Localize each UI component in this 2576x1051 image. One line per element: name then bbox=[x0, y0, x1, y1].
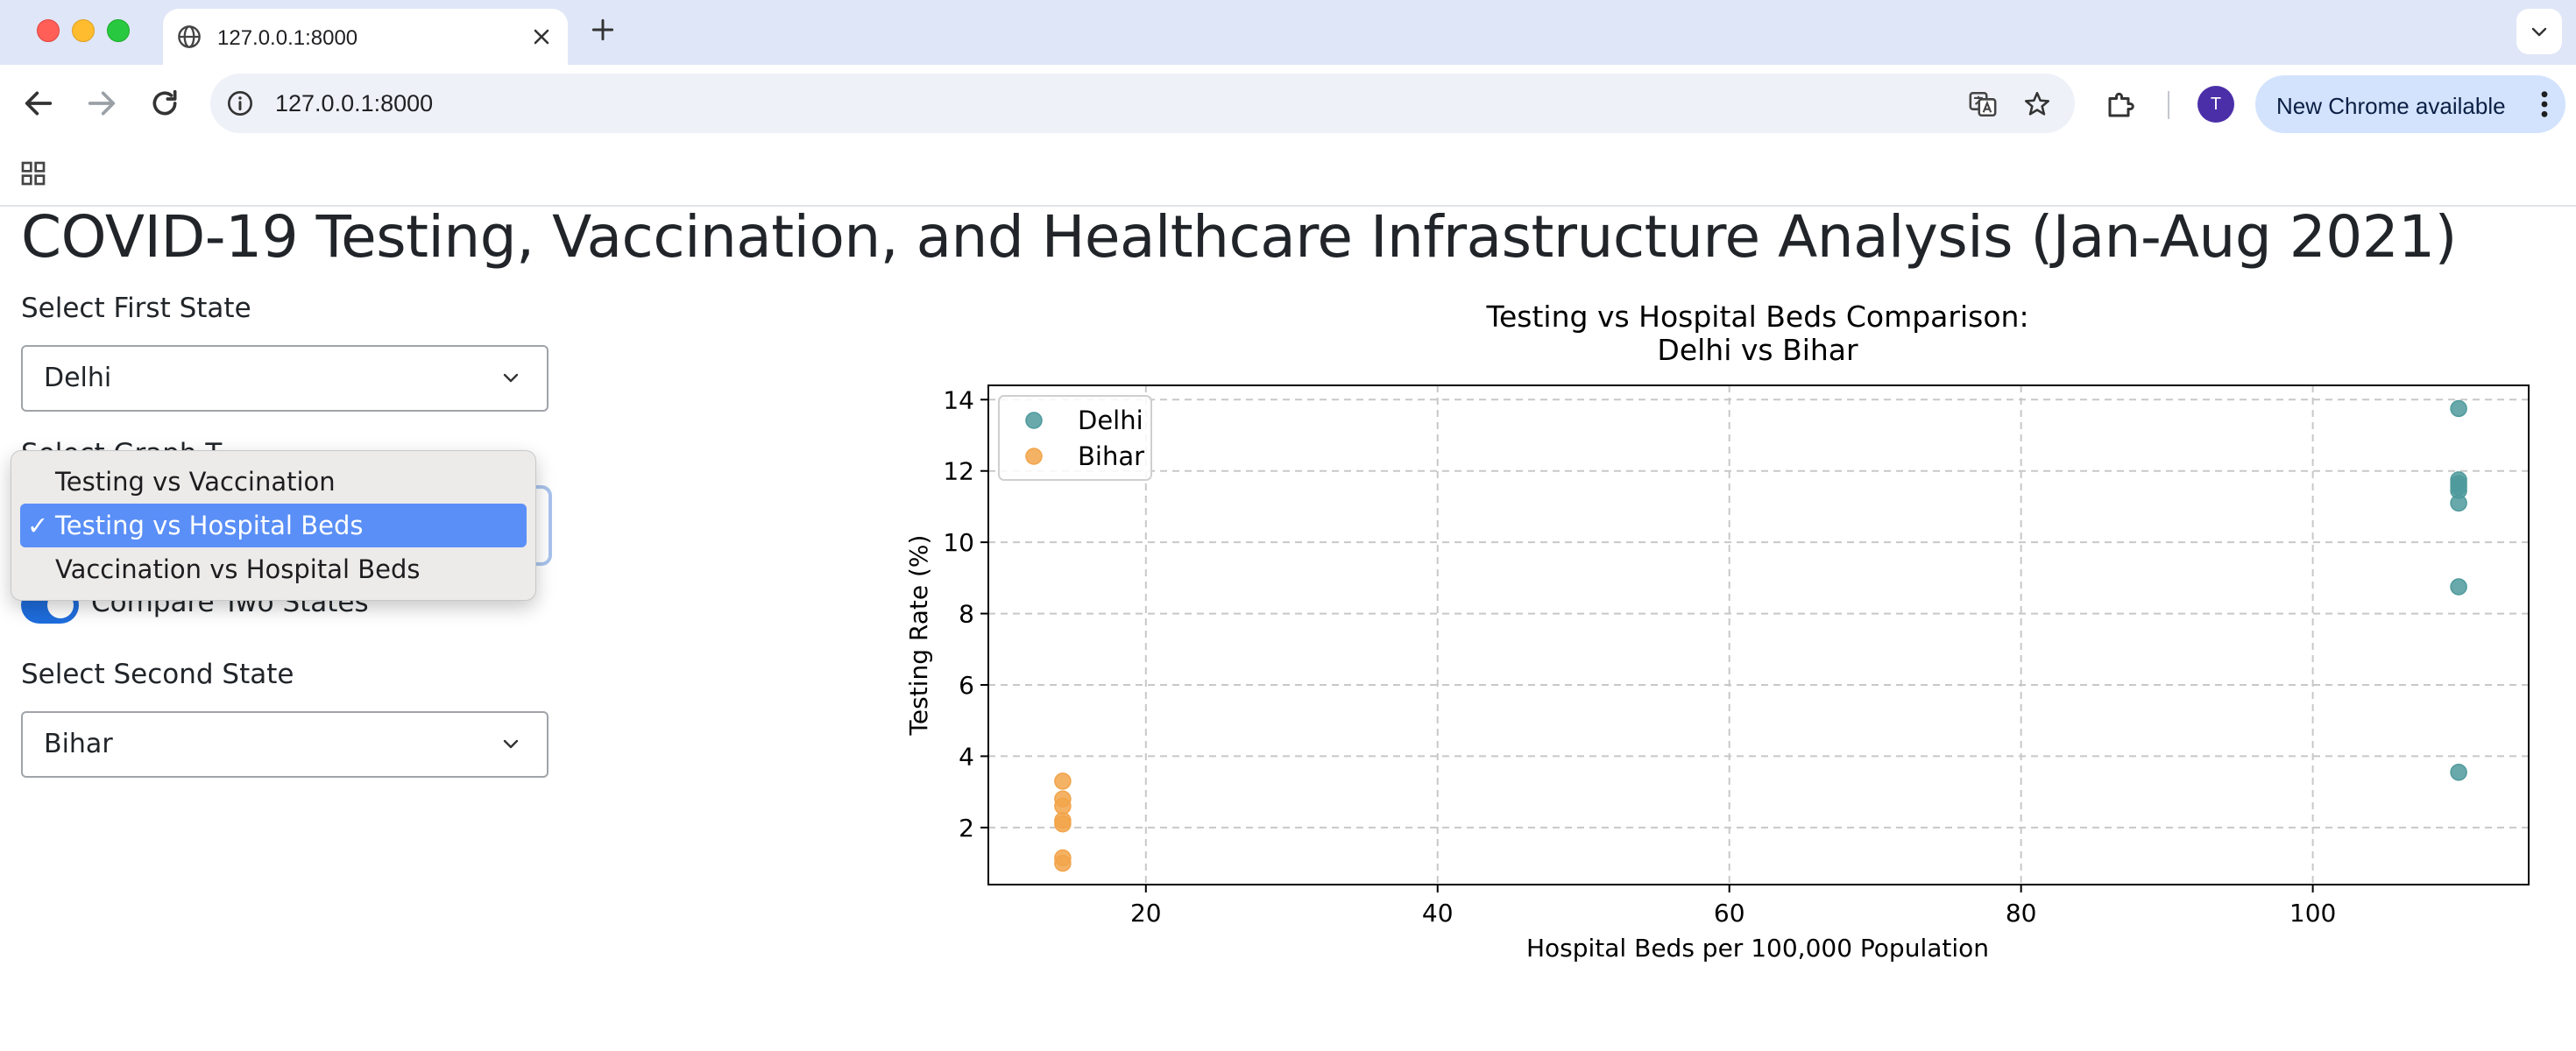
star-icon[interactable] bbox=[2022, 89, 2052, 119]
scatter-chart: Testing vs Hospital Beds Comparison: Del… bbox=[904, 300, 2530, 963]
tab-search-button[interactable] bbox=[2516, 9, 2562, 54]
data-point-bihar bbox=[1054, 772, 1072, 790]
extensions-puzzle-icon[interactable] bbox=[2105, 89, 2136, 121]
window-zoom-button[interactable] bbox=[107, 19, 130, 42]
x-axis-label: Hospital Beds per 100,000 Population bbox=[1526, 934, 1989, 963]
dropdown-option-vaccination-vs-hospital-beds[interactable]: Vaccination vs Hospital Beds bbox=[55, 554, 421, 584]
y-tick-label: 6 bbox=[959, 671, 974, 700]
y-tick-label: 4 bbox=[959, 742, 974, 771]
legend-marker-delhi bbox=[1025, 412, 1043, 429]
browser-tab-strip: 127.0.0.1:8000 bbox=[0, 0, 2576, 65]
x-tick-label: 20 bbox=[1130, 899, 1162, 928]
globe-icon bbox=[178, 25, 201, 48]
x-tick-label: 40 bbox=[1422, 899, 1454, 928]
second-state-value: Bihar bbox=[44, 729, 113, 759]
graph-type-dropdown-menu: Testing vs Vaccination ✓ Testing vs Hosp… bbox=[11, 450, 536, 601]
browser-tab-active[interactable]: 127.0.0.1:8000 bbox=[163, 9, 568, 65]
second-state-label: Select Second State bbox=[21, 659, 294, 690]
y-tick-label: 12 bbox=[943, 457, 974, 486]
forward-arrow-icon[interactable] bbox=[84, 86, 119, 121]
chart-title-line1: Testing vs Hospital Beds Comparison: bbox=[1485, 300, 2028, 334]
checkmark-icon: ✓ bbox=[27, 511, 49, 540]
close-icon[interactable] bbox=[529, 25, 554, 49]
second-state-select[interactable]: Bihar bbox=[21, 711, 548, 778]
legend-label-delhi: Delhi bbox=[1078, 406, 1143, 435]
plot-frame bbox=[987, 384, 2530, 885]
page-title: COVID-19 Testing, Vaccination, and Healt… bbox=[21, 203, 2457, 271]
x-tick-label: 100 bbox=[2289, 899, 2336, 928]
window-close-button[interactable] bbox=[37, 19, 60, 42]
new-chrome-available-button[interactable]: New Chrome available bbox=[2255, 75, 2565, 133]
new-chrome-label: New Chrome available bbox=[2276, 93, 2506, 119]
first-state-value: Delhi bbox=[44, 363, 112, 393]
legend-label-bihar: Bihar bbox=[1078, 441, 1144, 471]
profile-avatar[interactable]: T bbox=[2197, 86, 2234, 123]
tab-title: 127.0.0.1:8000 bbox=[217, 26, 358, 50]
y-tick-label: 14 bbox=[943, 385, 974, 414]
data-points bbox=[1054, 399, 2467, 872]
chart-legend: Delhi Bihar bbox=[998, 395, 1152, 481]
address-bar[interactable]: 127.0.0.1:8000 bbox=[210, 74, 2075, 133]
info-icon[interactable] bbox=[226, 89, 254, 117]
chevron-down-icon bbox=[503, 373, 519, 383]
y-axis-label: Testing Rate (%) bbox=[904, 535, 933, 737]
chevron-down-icon bbox=[2531, 27, 2547, 37]
legend-marker-bihar bbox=[1025, 448, 1043, 465]
x-tick-label: 80 bbox=[2006, 899, 2037, 928]
y-tick-label: 8 bbox=[959, 600, 974, 629]
data-point-bihar bbox=[1054, 797, 1072, 815]
plus-icon[interactable] bbox=[589, 16, 617, 44]
bookmarks-bar bbox=[0, 145, 2576, 207]
data-point-bihar bbox=[1054, 854, 1072, 872]
kebab-menu-icon[interactable] bbox=[2539, 89, 2550, 119]
axis-ticks: 20 40 60 80 100 2 4 6 8 10 12 14 bbox=[943, 385, 2336, 928]
grid-lines bbox=[988, 385, 2529, 885]
data-point-bihar bbox=[1054, 815, 1072, 833]
data-point-delhi bbox=[2450, 494, 2467, 512]
browser-toolbar: 127.0.0.1:8000 T New Chrome available bbox=[0, 65, 2576, 145]
first-state-label: Select First State bbox=[21, 293, 251, 324]
chart-title-line2: Delhi vs Bihar bbox=[1657, 333, 1858, 367]
data-point-delhi bbox=[2450, 399, 2467, 418]
dropdown-option-testing-vs-hospital-beds[interactable]: ✓ Testing vs Hospital Beds bbox=[20, 504, 527, 547]
y-tick-label: 2 bbox=[959, 814, 974, 843]
first-state-select[interactable]: Delhi bbox=[21, 345, 548, 412]
data-point-delhi bbox=[2450, 578, 2467, 596]
x-tick-label: 60 bbox=[1714, 899, 1745, 928]
y-tick-label: 10 bbox=[943, 528, 974, 557]
apps-grid-icon[interactable] bbox=[19, 159, 47, 187]
url-text[interactable]: 127.0.0.1:8000 bbox=[275, 90, 434, 116]
dropdown-option-testing-vs-vaccination[interactable]: Testing vs Vaccination bbox=[55, 467, 336, 497]
data-point-delhi bbox=[2450, 764, 2467, 781]
translate-icon[interactable] bbox=[1968, 89, 1998, 119]
toolbar-divider bbox=[2168, 91, 2169, 119]
chevron-down-icon bbox=[503, 739, 519, 749]
window-minimize-button[interactable] bbox=[72, 19, 95, 42]
back-arrow-icon[interactable] bbox=[21, 86, 56, 121]
reload-icon[interactable] bbox=[147, 86, 182, 121]
